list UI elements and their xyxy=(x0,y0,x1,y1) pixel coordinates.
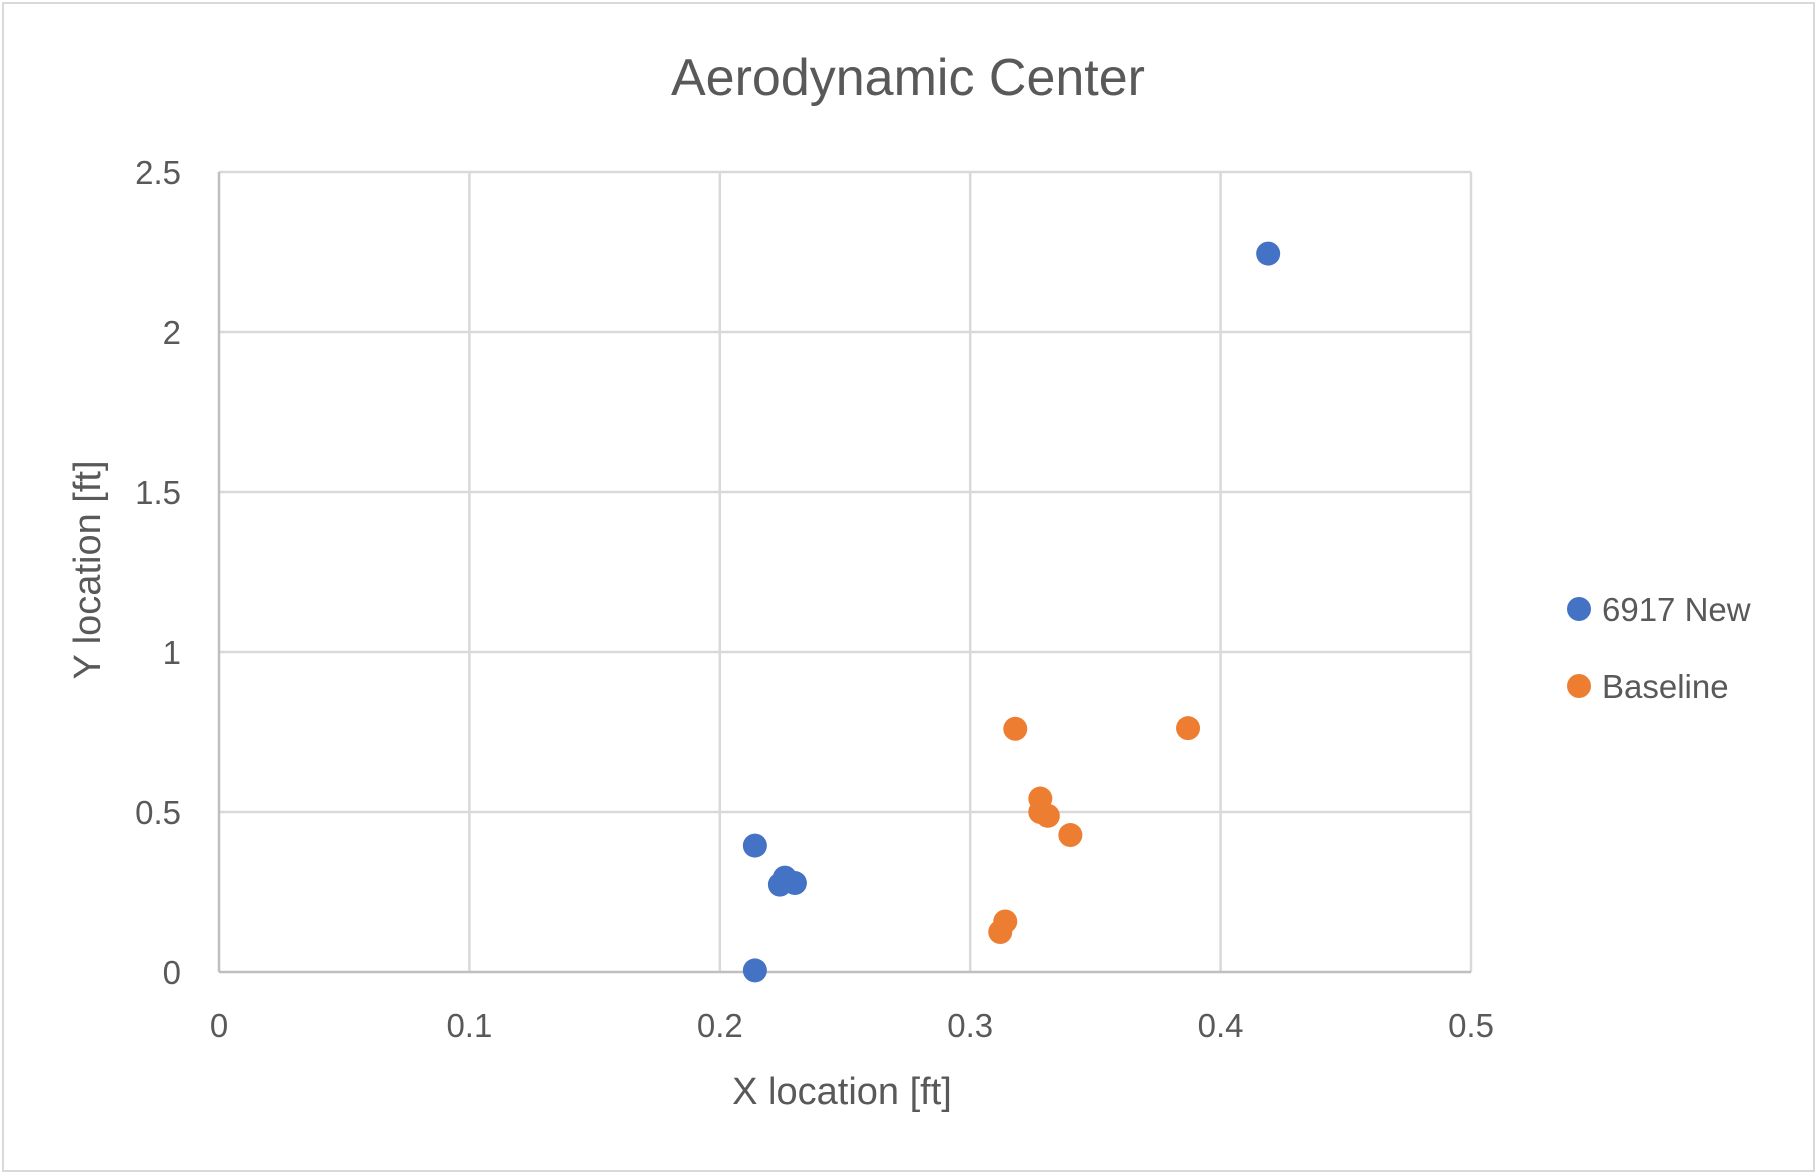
x-axis-title: X location [ft] xyxy=(732,1071,952,1113)
data-points xyxy=(742,241,1281,983)
point-baseline xyxy=(1058,823,1083,848)
legend-label: 6917 New xyxy=(1602,591,1751,628)
chart-title: Aerodynamic Center xyxy=(671,49,1145,107)
axes xyxy=(217,172,1471,974)
x-tick-label: 0.5 xyxy=(1448,1007,1494,1044)
y-axis-title: Y location [ft] xyxy=(67,461,109,680)
point-baseline xyxy=(1003,716,1028,741)
point-6917-new xyxy=(775,868,800,893)
y-tick-label: 2.5 xyxy=(135,154,181,191)
y-tick-label: 1 xyxy=(163,634,181,671)
grid-lines xyxy=(219,170,1473,972)
point-6917-new xyxy=(742,958,767,983)
y-tick-label: 0.5 xyxy=(135,794,181,831)
y-tick-label: 1.5 xyxy=(135,474,181,511)
legend-marker xyxy=(1567,597,1591,621)
legend-marker xyxy=(1567,674,1591,698)
point-6917-new xyxy=(1256,241,1281,266)
point-6917-new xyxy=(742,833,767,858)
y-tick-label: 2 xyxy=(163,314,181,351)
x-tick-label: 0.2 xyxy=(697,1007,743,1044)
y-tick-label: 0 xyxy=(163,954,181,991)
x-tick-label: 0.4 xyxy=(1198,1007,1244,1044)
point-baseline xyxy=(1035,803,1060,828)
x-tick-label: 0 xyxy=(210,1007,228,1044)
legend: 6917 New Baseline xyxy=(1567,591,1751,705)
tick-labels: 0 0.5 1 1.5 2 2.5 0 0.1 0.2 0.3 0.4 0.5 xyxy=(135,154,1494,1044)
x-tick-label: 0.3 xyxy=(947,1007,993,1044)
legend-label: Baseline xyxy=(1602,668,1729,705)
point-baseline xyxy=(1176,716,1201,741)
point-baseline xyxy=(988,920,1013,944)
x-tick-label: 0.1 xyxy=(446,1007,492,1044)
